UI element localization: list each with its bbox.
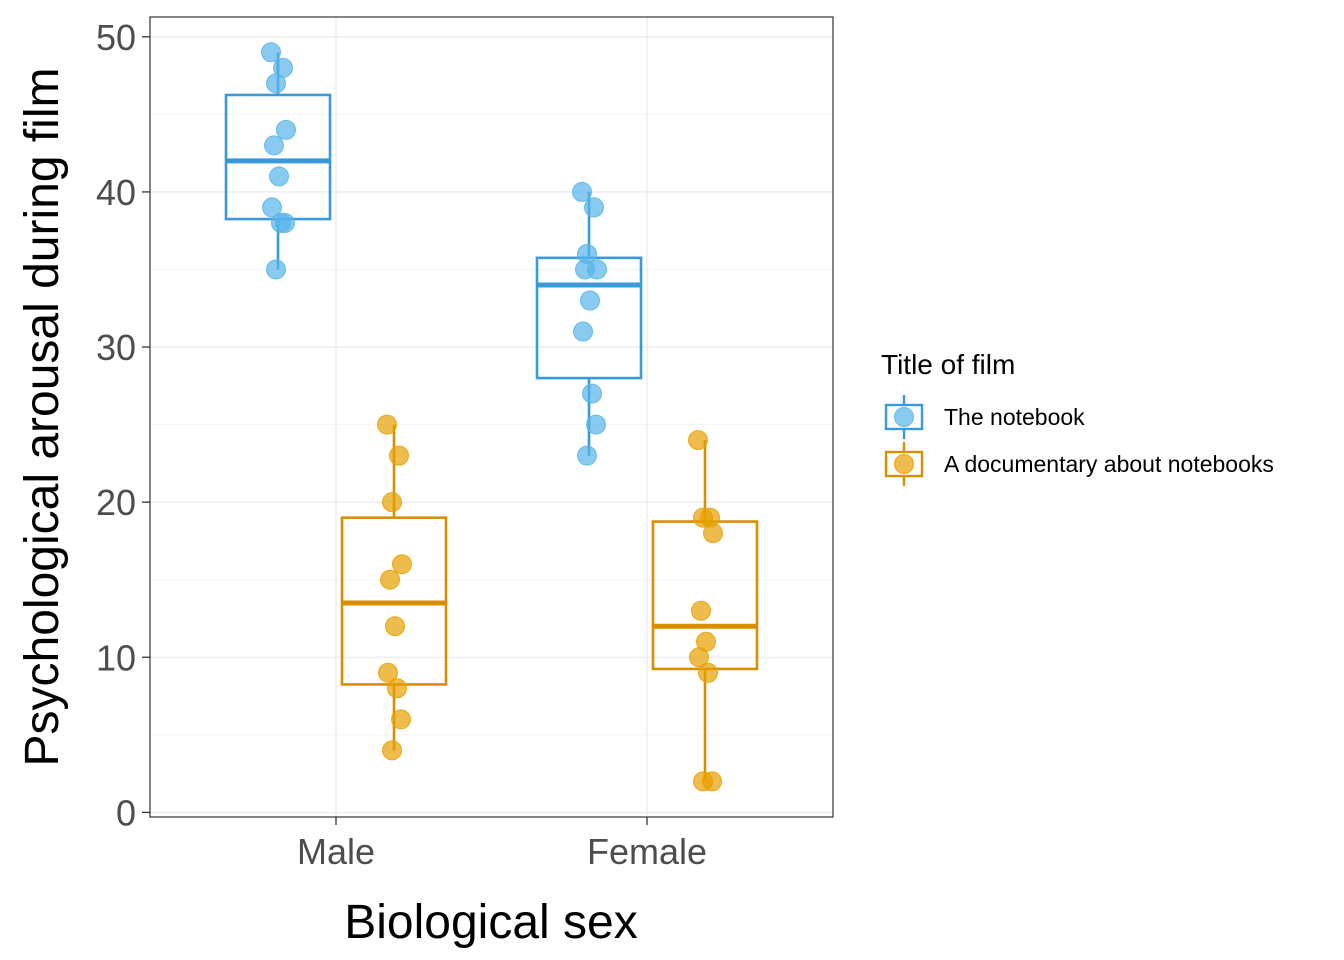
data-point [387, 678, 407, 699]
legend-item: The notebook [884, 395, 1085, 439]
box-group [535, 181, 643, 466]
data-point [582, 383, 602, 404]
data-point [575, 259, 595, 280]
data-point [698, 662, 718, 683]
data-point [580, 290, 600, 311]
y-tick-label: 0 [116, 792, 136, 833]
data-point [577, 445, 597, 466]
legend-item: A documentary about notebooks [884, 442, 1274, 486]
y-axis-title: Psychological arousal during film [16, 68, 69, 767]
data-point [264, 135, 284, 156]
box-group [651, 430, 759, 792]
data-point [261, 42, 281, 63]
panel-background [150, 17, 833, 817]
legend-label: The notebook [944, 404, 1085, 430]
x-tick-label: Male [297, 831, 375, 872]
data-point [572, 181, 592, 202]
data-point [392, 554, 412, 575]
data-point [693, 771, 713, 792]
legend-label: A documentary about notebooks [944, 451, 1274, 477]
data-point [693, 507, 713, 528]
data-point [688, 430, 708, 451]
data-point [689, 647, 709, 668]
y-tick-label: 40 [96, 172, 136, 213]
data-point [703, 523, 723, 544]
x-axis-title: Biological sex [344, 896, 637, 949]
legend-title: Title of film [881, 349, 1015, 380]
y-tick-label: 30 [96, 327, 136, 368]
plot-marks [224, 42, 759, 792]
x-axis: Male Female [297, 817, 707, 872]
data-point [573, 321, 593, 342]
x-tick-label: Female [587, 831, 707, 872]
box-group [340, 414, 448, 761]
data-point [382, 740, 402, 761]
y-tick-label: 50 [96, 17, 136, 58]
legend-key-point [894, 454, 914, 474]
box-group [224, 42, 332, 280]
y-tick-label: 20 [96, 482, 136, 523]
data-point [276, 119, 296, 140]
data-point [269, 166, 289, 187]
data-point [389, 445, 409, 466]
data-point [378, 662, 398, 683]
data-point [266, 259, 286, 280]
data-point [691, 600, 711, 621]
data-point [380, 569, 400, 590]
data-point [262, 197, 282, 218]
data-point [586, 414, 606, 435]
data-point [377, 414, 397, 435]
data-point [385, 616, 405, 637]
y-tick-label: 10 [96, 637, 136, 678]
legend: Title of film The notebook A documentary … [881, 349, 1274, 486]
grid [150, 17, 833, 817]
legend-key-point [894, 407, 914, 427]
data-point [391, 709, 411, 730]
data-point [266, 73, 286, 94]
y-axis: 0 10 20 30 40 50 [96, 17, 150, 833]
data-point [584, 197, 604, 218]
data-point [275, 212, 295, 233]
plot-panel [149, 16, 834, 818]
data-point [382, 492, 402, 513]
